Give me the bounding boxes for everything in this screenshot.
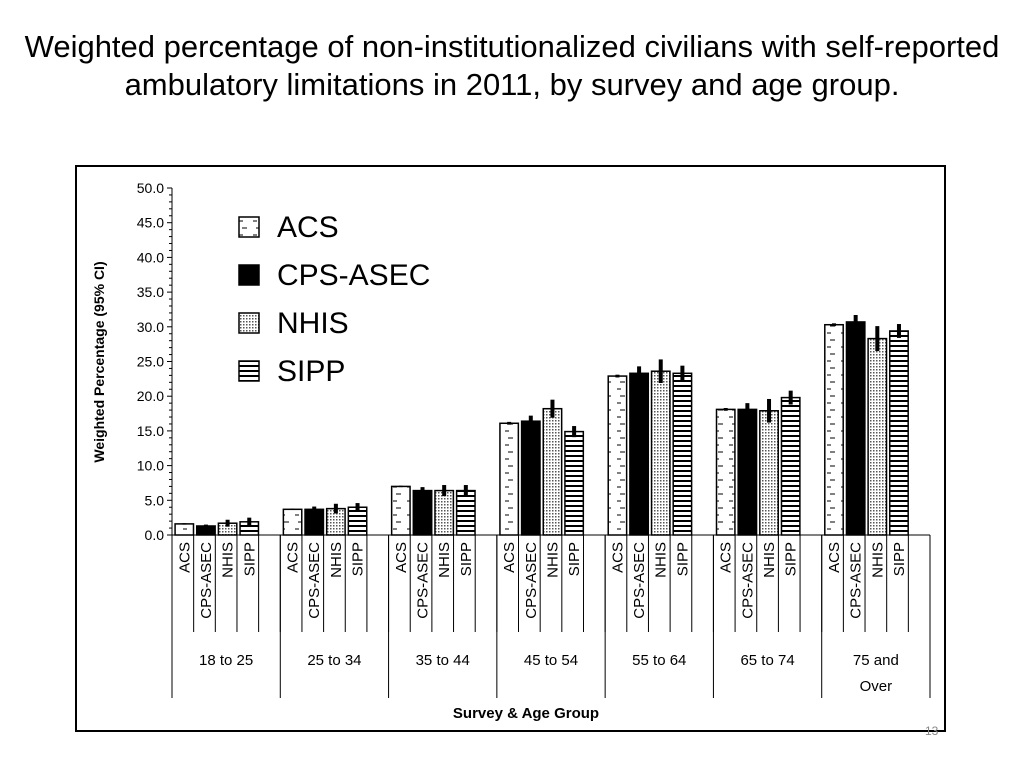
- series-tick-label: NHIS: [869, 542, 886, 578]
- legend-swatch-sipp: [238, 360, 260, 382]
- y-tick-label: 40.0: [137, 249, 164, 265]
- bar-acs-45-to-54: [499, 422, 520, 536]
- legend-label: ACS: [277, 211, 339, 244]
- series-tick-label: CPS-ASEC: [848, 542, 865, 619]
- bar-cps-asec-65-to-74: [737, 408, 758, 536]
- y-tick-label: 15.0: [137, 423, 164, 439]
- category-label: 25 to 34: [307, 652, 361, 669]
- bar-acs-65-to-74: [715, 408, 736, 536]
- category-label: 65 to 74: [740, 652, 794, 669]
- chart-frame: [75, 165, 946, 732]
- series-tick-label: SIPP: [674, 542, 691, 576]
- bar-acs-18-to-25: [174, 523, 195, 536]
- bar-nhis-35-to-44: [434, 489, 455, 536]
- y-tick-label: 20.0: [137, 388, 164, 404]
- series-tick-label: NHIS: [328, 542, 345, 578]
- category-label: 55 to 64: [632, 652, 686, 669]
- bar-cps-asec-55-to-64: [629, 372, 650, 536]
- series-tick-label: NHIS: [544, 542, 561, 578]
- y-tick-label: 35.0: [137, 284, 164, 300]
- category-label: 45 to 54: [524, 652, 578, 669]
- y-tick-label: 30.0: [137, 319, 164, 335]
- bar-sipp-65-to-74: [780, 396, 801, 536]
- series-tick-label: CPS-ASEC: [739, 542, 756, 619]
- series-tick-label: NHIS: [220, 542, 237, 578]
- series-tick-label: SIPP: [783, 542, 800, 576]
- bar-sipp-35-to-44: [455, 489, 476, 536]
- bar-sipp-75-and-over: [889, 330, 909, 536]
- series-tick-label: CPS-ASEC: [631, 542, 648, 619]
- bar-sipp-55-to-64: [672, 372, 693, 536]
- bar-acs-55-to-64: [607, 375, 628, 536]
- y-tick-label: 45.0: [137, 215, 164, 231]
- y-tick-label: 10.0: [137, 458, 164, 474]
- legend-swatch-nhis: [238, 312, 260, 334]
- category-label: 35 to 44: [416, 652, 470, 669]
- bar-acs-35-to-44: [390, 485, 411, 536]
- bar-acs-75-and-over: [824, 323, 844, 536]
- series-tick-label: ACS: [176, 542, 193, 573]
- bar-sipp-45-to-54: [564, 430, 585, 536]
- y-tick-label: 25.0: [137, 354, 164, 370]
- series-tick-label: ACS: [393, 542, 410, 573]
- bar-nhis-45-to-54: [542, 407, 563, 536]
- category-label: 18 to 25: [199, 652, 253, 669]
- bar-nhis-55-to-64: [650, 370, 671, 536]
- slide-title: Weighted percentage of non-institutional…: [24, 29, 1000, 102]
- y-tick-label: 50.0: [137, 180, 164, 196]
- series-tick-label: SIPP: [891, 542, 908, 576]
- series-tick-label: ACS: [501, 542, 518, 573]
- bar-nhis-65-to-74: [759, 410, 779, 536]
- legend-label: CPS-ASEC: [277, 259, 430, 292]
- bar-acs-25-to-34: [282, 508, 303, 536]
- series-tick-label: ACS: [718, 542, 735, 573]
- series-tick-label: SIPP: [566, 542, 583, 576]
- series-tick-label: SIPP: [241, 542, 258, 576]
- series-tick-label: ACS: [826, 542, 843, 573]
- y-tick-label: 5.0: [145, 492, 165, 508]
- series-tick-label: NHIS: [436, 542, 453, 578]
- series-tick-label: SIPP: [458, 542, 475, 576]
- legend-label: SIPP: [277, 355, 345, 388]
- series-tick-label: NHIS: [761, 542, 778, 578]
- page-number: 13: [925, 724, 939, 738]
- series-tick-label: CPS-ASEC: [415, 542, 432, 619]
- y-tick-label: 0.0: [145, 527, 165, 543]
- bar-cps-asec-35-to-44: [412, 489, 433, 536]
- series-tick-label: SIPP: [350, 542, 367, 576]
- bar-nhis-75-and-over: [867, 337, 888, 536]
- series-tick-label: NHIS: [653, 542, 670, 578]
- category-label: 75 and Over: [853, 652, 899, 695]
- bar-cps-asec-45-to-54: [520, 420, 541, 536]
- series-tick-label: ACS: [285, 542, 302, 573]
- x-axis-label: Survey & Age Group: [453, 705, 599, 722]
- series-tick-label: CPS-ASEC: [523, 542, 540, 619]
- series-tick-label: ACS: [609, 542, 626, 573]
- series-tick-label: CPS-ASEC: [306, 542, 323, 619]
- legend-swatch-acs: [238, 216, 260, 238]
- series-tick-label: CPS-ASEC: [198, 542, 215, 619]
- bar-cps-asec-75-and-over: [845, 321, 866, 536]
- legend-swatch-cps-asec: [238, 264, 260, 286]
- y-axis-label: Weighted Percentage (95% CI): [91, 261, 107, 462]
- bar-cps-asec-25-to-34: [304, 508, 325, 536]
- legend-label: NHIS: [277, 307, 349, 340]
